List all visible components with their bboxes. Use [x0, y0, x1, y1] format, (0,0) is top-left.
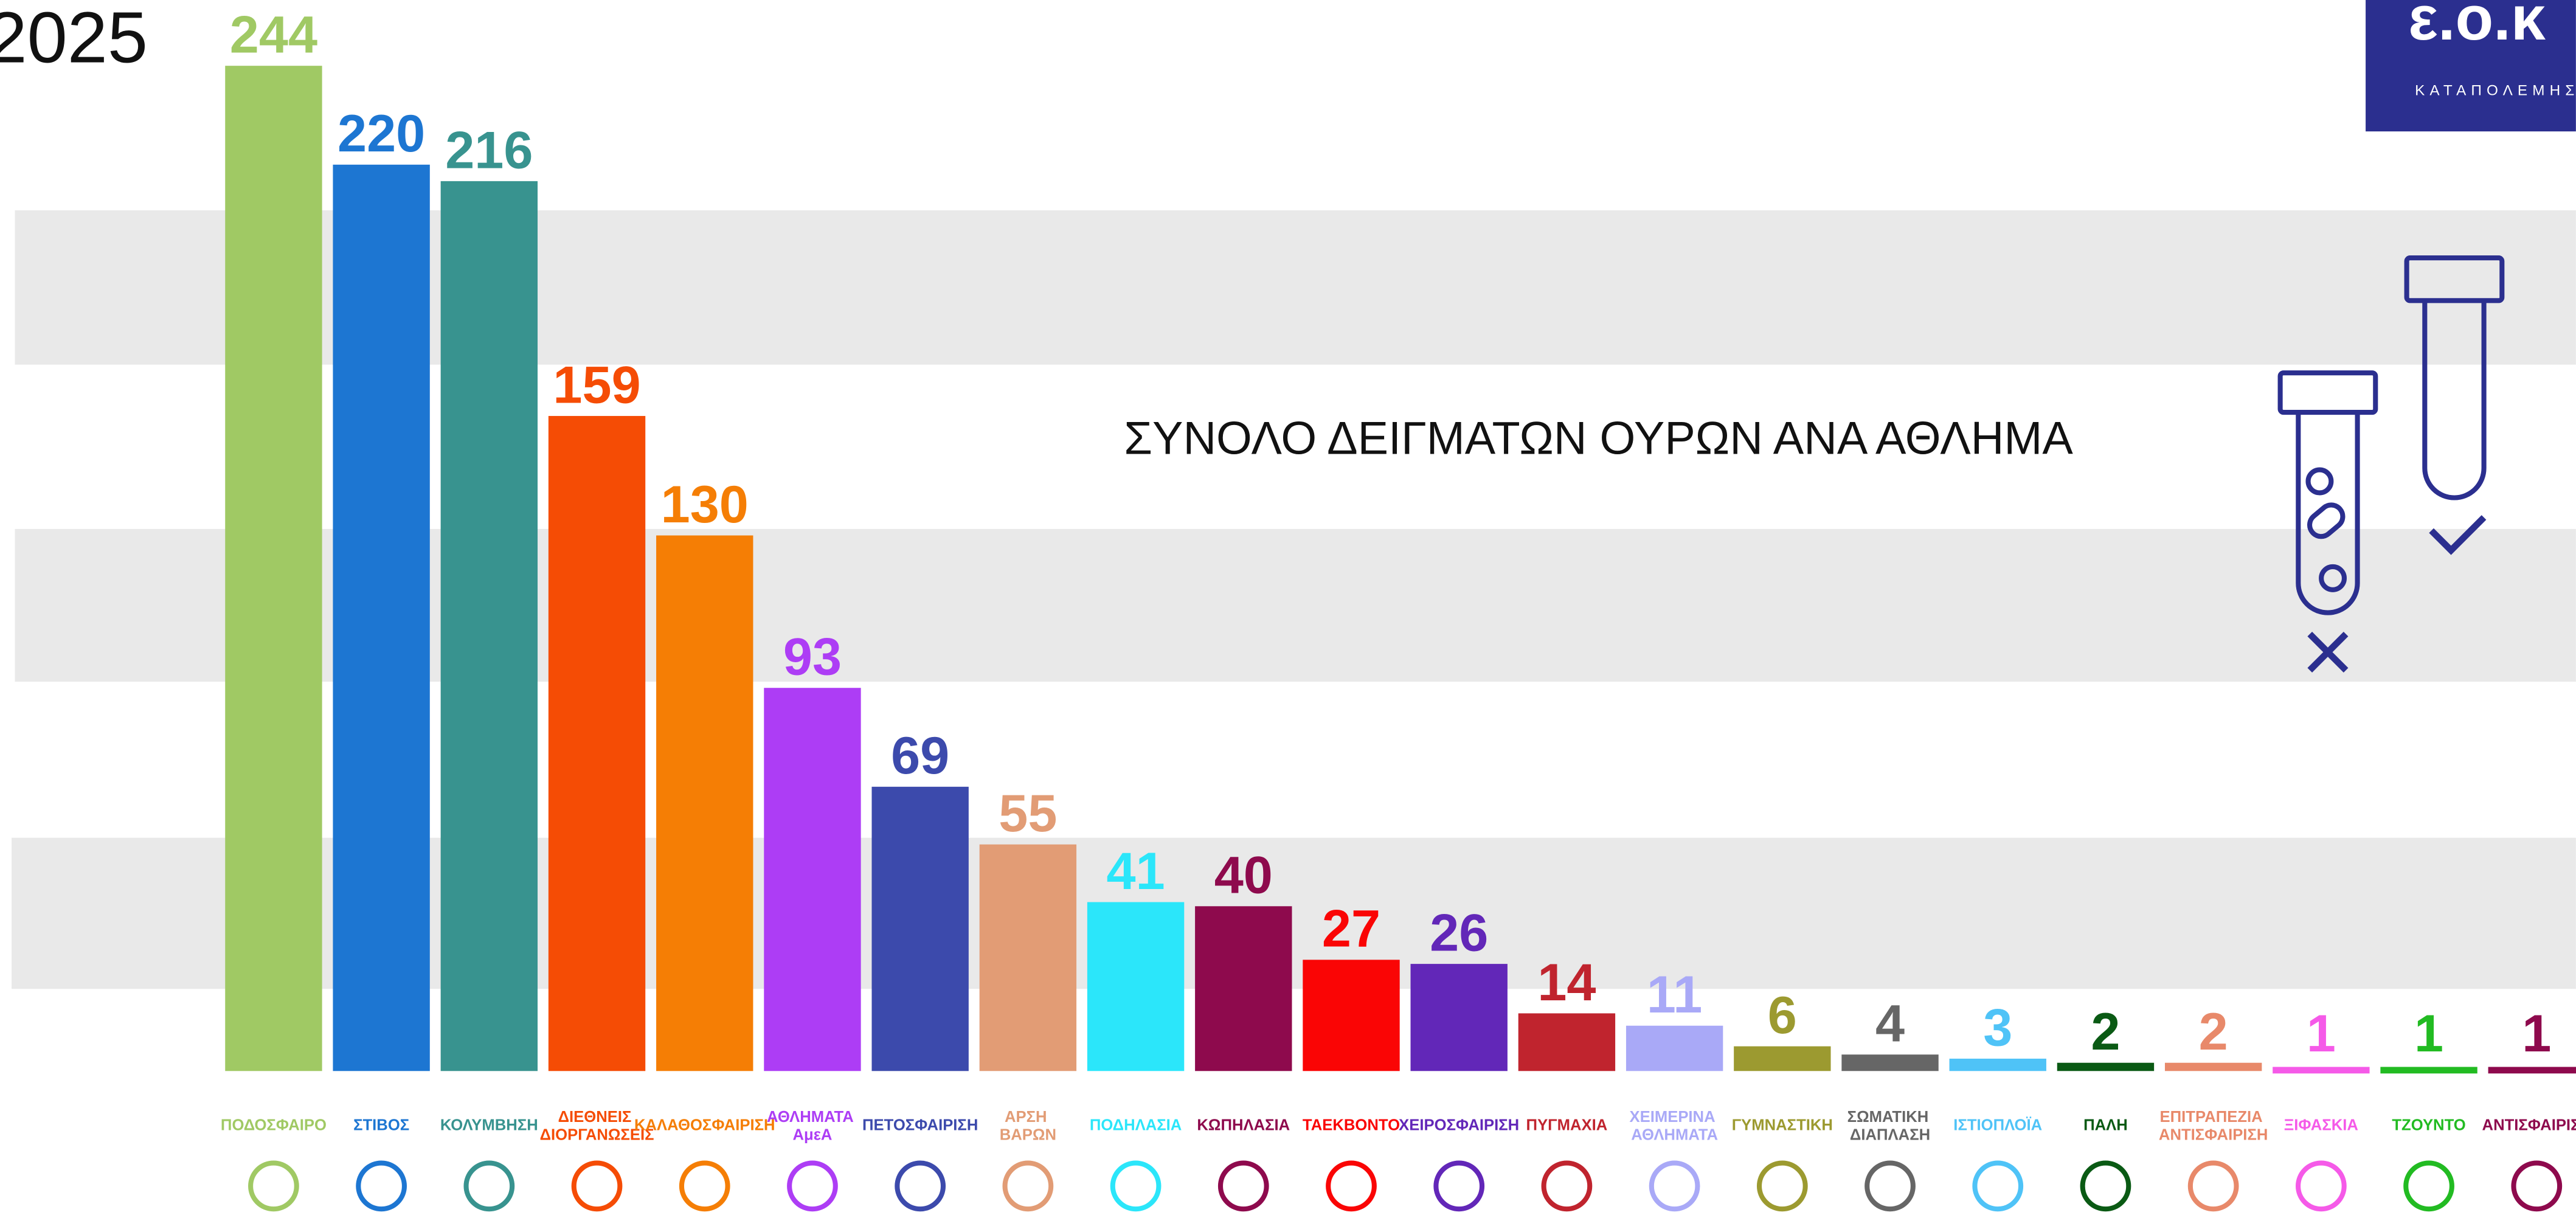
sport-icon	[1110, 1160, 1162, 1212]
logo-subtitle: ΚΑΤΑΠΟΛΕΜΗΣ	[2415, 83, 2576, 99]
background-band	[12, 837, 2576, 989]
bar	[656, 535, 753, 1071]
bar	[764, 688, 861, 1071]
value-label: 1	[2414, 1005, 2443, 1063]
bar	[548, 416, 646, 1071]
bar	[1626, 1025, 1723, 1071]
bar	[1841, 1054, 1939, 1071]
category-label: ΧΕΙΜΕΡΙΝΑ ΑΘΛΗΜΑΤΑ	[1629, 1109, 1719, 1144]
bar	[2057, 1062, 2155, 1071]
bar	[2164, 1062, 2262, 1071]
value-label: 27	[1322, 900, 1380, 958]
category-label: ΠΕΤΟΣΦΑΙΡΙΣΗ	[862, 1117, 978, 1134]
sport-icon	[1864, 1160, 1916, 1212]
value-label: 1	[2307, 1005, 2336, 1063]
sport-icon	[356, 1160, 407, 1212]
category-label: ΣΩΜΑΤΙΚΗ ΔΙΑΠΛΑΣΗ	[1847, 1109, 1933, 1144]
bar	[979, 844, 1077, 1071]
value-label: 2	[2199, 1003, 2228, 1061]
category-label: ΠΑΛΗ	[2083, 1117, 2128, 1134]
sport-icon	[2511, 1160, 2563, 1212]
value-label: 93	[783, 628, 842, 687]
sport-icon	[1326, 1160, 1377, 1212]
sport-icon	[1756, 1160, 1808, 1212]
sport-icon	[1972, 1160, 2024, 1212]
category-label: ΞΙΦΑΣΚΙΑ	[2284, 1117, 2358, 1134]
sport-icon	[895, 1160, 946, 1212]
sport-icon	[1649, 1160, 1700, 1212]
bar	[1734, 1046, 1831, 1071]
category-label: ΔΙΕΘΝΕΙΣ ΔΙΟΡΓΑΝΩΣΕΙΣ	[540, 1109, 654, 1144]
sport-icon	[1433, 1160, 1485, 1212]
category-label: ΚΑΛΑΘΟΣΦΑΙΡΙΣΗ	[634, 1117, 775, 1134]
bar	[1949, 1058, 2046, 1071]
category-label: ΤΑΕΚΒΟΝΤΟ	[1303, 1117, 1400, 1134]
category-label: ΧΕΙΡΟΣΦΑΙΡΙΣΗ	[1399, 1117, 1519, 1134]
category-label: ΑΝΤΙΣΦΑΙΡΙΣΗ	[2482, 1117, 2576, 1134]
sport-icon	[571, 1160, 623, 1212]
chart-title: ΣΥΝΟΛΟ ΔΕΙΓΜΑΤΩΝ ΟΥΡΩΝ ΑΝΑ ΑΘΛΗΜΑ	[1124, 414, 2073, 465]
bar	[2488, 1067, 2576, 1074]
category-label: ΚΩΠΗΛΑΣΙΑ	[1197, 1117, 1290, 1134]
logo-title: ε.ο.κ	[2408, 0, 2546, 53]
value-label: 1	[2522, 1005, 2551, 1063]
value-label: 3	[1983, 998, 2012, 1057]
category-label: ΓΥΜΝΑΣΤΙΚΗ	[1732, 1117, 1833, 1134]
category-label: ΠΟΔΟΣΦΑΙΡΟ	[221, 1117, 327, 1134]
bar	[440, 181, 538, 1071]
sport-icon	[2187, 1160, 2239, 1212]
sport-icon	[1541, 1160, 1593, 1212]
category-label: ΕΠΙΤΡΑΠΕΖΙΑ ΑΝΤΙΣΦΑΙΡΙΣΗ	[2159, 1109, 2268, 1144]
bar	[1087, 902, 1185, 1071]
bar	[225, 66, 322, 1071]
category-label: ΣΤΙΒΟΣ	[353, 1117, 409, 1134]
bar	[871, 786, 969, 1071]
value-label: 159	[553, 356, 640, 414]
category-label: ΑΡΣΗ ΒΑΡΩΝ	[1000, 1109, 1056, 1144]
bar	[2380, 1067, 2477, 1074]
category-label: ΠΟΔΗΛΑΣΙΑ	[1090, 1117, 1182, 1134]
value-label: 216	[445, 121, 533, 179]
year: 2025	[0, 0, 148, 78]
value-label: 2	[2091, 1003, 2120, 1061]
value-label: 11	[1647, 966, 1702, 1024]
value-label: 220	[338, 105, 425, 163]
sport-icon	[1002, 1160, 1054, 1212]
sport-icon	[2080, 1160, 2131, 1212]
category-label: ΠΥΓΜΑΧΙΑ	[1526, 1117, 1608, 1134]
sport-icon	[679, 1160, 730, 1212]
category-label: ΚΟΛΥΜΒΗΣΗ	[440, 1117, 538, 1134]
category-label: ΙΣΤΙΟΠΛΟΪΑ	[1953, 1117, 2042, 1134]
value-label: 69	[891, 727, 949, 785]
logo-box	[2366, 0, 2576, 132]
value-label: 14	[1537, 953, 1596, 1012]
sport-icon	[1217, 1160, 1269, 1212]
value-label: 6	[1768, 986, 1797, 1045]
bar	[1518, 1013, 1616, 1071]
value-label: 4	[1875, 995, 1905, 1053]
value-label: 244	[230, 6, 317, 64]
value-label: 40	[1214, 846, 1273, 905]
bar	[1303, 960, 1400, 1071]
value-label: 130	[661, 476, 749, 534]
sport-icon	[248, 1160, 299, 1212]
value-label: 26	[1430, 904, 1488, 963]
bar	[333, 164, 430, 1071]
test-tubes	[2277, 255, 2505, 673]
bar	[1410, 964, 1508, 1071]
category-label: ΤΖΟΥΝΤΟ	[2392, 1117, 2465, 1134]
category-label: ΑΘΛΗΜΑΤΑ ΑμεΑ	[767, 1109, 858, 1144]
sport-icon	[2403, 1160, 2454, 1212]
sport-icon	[787, 1160, 838, 1212]
bar	[2273, 1067, 2370, 1074]
value-label: 41	[1107, 842, 1165, 901]
bar	[1195, 906, 1292, 1071]
sport-icon	[2295, 1160, 2347, 1212]
value-label: 55	[999, 784, 1057, 843]
sport-icon	[463, 1160, 515, 1212]
